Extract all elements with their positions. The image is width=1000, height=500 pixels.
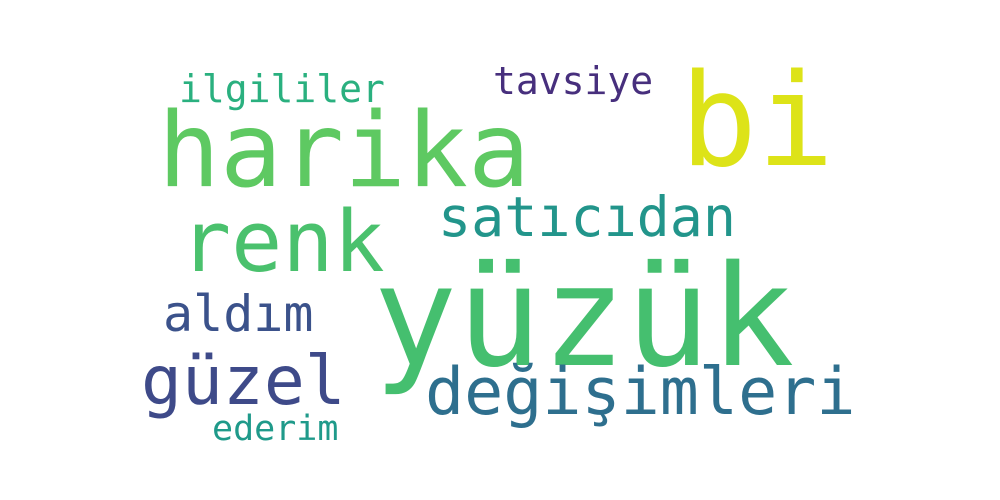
word-degisimleri: değişimleri <box>425 355 856 430</box>
word-tavsiye: tavsiye <box>493 59 654 103</box>
word-ilgililer: ilgililer <box>179 67 385 111</box>
word-guzel: güzel <box>141 342 346 421</box>
word-renk: renk <box>180 193 385 292</box>
word-saticidan: satıcıdan <box>438 185 737 249</box>
word-bi: bi <box>680 47 835 196</box>
word-ederim: ederim <box>212 409 339 449</box>
word-yuzuk: yüzük <box>373 236 795 399</box>
word-harika: harika <box>158 91 531 211</box>
word-aldim: aldım <box>163 285 314 343</box>
